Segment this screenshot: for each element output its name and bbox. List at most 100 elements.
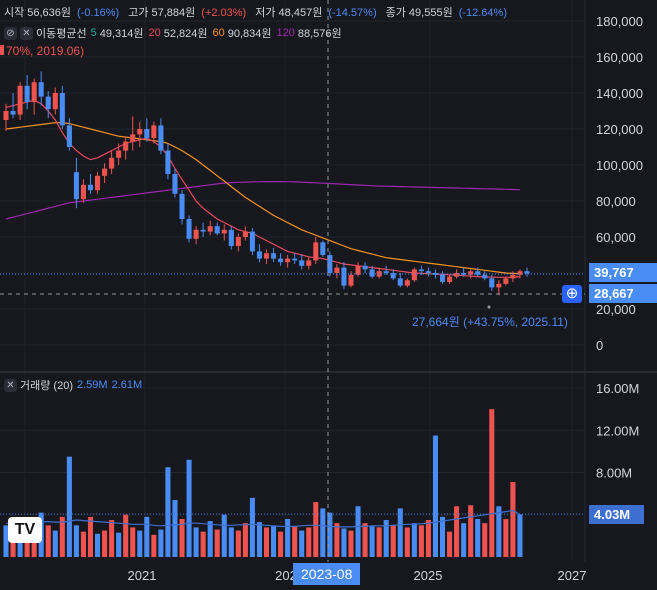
close-value: 49,555원 xyxy=(408,7,453,19)
price-axis-label: 140,000 xyxy=(596,86,643,101)
candle-body xyxy=(313,242,319,261)
add-alert-button[interactable]: ⊕ xyxy=(562,285,582,303)
volume-bar xyxy=(404,527,410,557)
candle-body xyxy=(482,274,488,279)
low-value: 48,457원 xyxy=(278,7,323,19)
volume-bar xyxy=(165,467,171,557)
volume-bar xyxy=(348,530,354,557)
candle-body xyxy=(31,82,37,102)
low-marker xyxy=(487,305,491,309)
candle-body xyxy=(38,82,44,97)
candle-body xyxy=(369,269,375,277)
volume-bar xyxy=(102,530,108,557)
volume-bar xyxy=(292,526,298,557)
volume-bar xyxy=(425,520,431,557)
volume-bar xyxy=(263,527,270,557)
volume-bar xyxy=(482,523,488,557)
candle-body xyxy=(256,251,262,259)
candle-body xyxy=(3,111,9,120)
visibility-toggle-icon[interactable]: ⊘ xyxy=(4,26,17,40)
candle-body xyxy=(320,242,326,255)
candle-body xyxy=(66,125,72,147)
moving-average-legend: ⊘ ✕ 이동평균선 5 49,314원 20 52,824원 60 90,834원 1… xyxy=(4,25,342,41)
candle-body xyxy=(116,150,122,158)
close-change: (-12.64%) xyxy=(458,7,507,19)
candle-body xyxy=(144,129,150,138)
low-change: (-14.57%) xyxy=(328,7,377,19)
candle-body xyxy=(489,278,495,288)
time-axis-label: 2027 xyxy=(558,568,587,583)
volume-bar xyxy=(116,532,122,557)
candle-body xyxy=(348,274,354,286)
candle-body xyxy=(214,226,220,234)
volume-bar xyxy=(151,534,157,557)
volume-bar xyxy=(383,520,389,557)
volume-bar xyxy=(278,531,284,557)
candle-body xyxy=(271,253,277,259)
volume-bar xyxy=(313,502,319,557)
volume-bar xyxy=(411,523,417,557)
candle-body xyxy=(278,258,284,263)
candle-body xyxy=(10,111,16,115)
volume-bar xyxy=(461,523,467,557)
candle-body xyxy=(137,129,143,135)
open-label: 시작 xyxy=(4,7,25,19)
candle-body xyxy=(341,267,347,286)
candle-body xyxy=(151,125,157,138)
volume-bar xyxy=(376,527,382,557)
candle-body xyxy=(228,229,234,246)
volume-bar xyxy=(109,520,115,557)
time-axis-label: 2021 xyxy=(128,568,157,583)
high-change: (+2.03%) xyxy=(201,7,247,19)
candle-body xyxy=(249,231,255,252)
volume-bar xyxy=(179,518,185,557)
ma120-value: 88,576원 xyxy=(297,28,342,40)
candle-body xyxy=(73,172,79,200)
price-axis-label: 160,000 xyxy=(596,50,643,65)
truncated-annotation: 70%, 2019.06) xyxy=(0,44,84,58)
volume-bar xyxy=(334,523,340,557)
ma60-period: 60 xyxy=(212,27,225,39)
volume-value-2: 2.61M xyxy=(111,379,143,391)
volume-bar xyxy=(235,530,241,557)
candle-body xyxy=(193,229,199,239)
candle-body xyxy=(439,274,446,282)
candle-body xyxy=(334,267,340,273)
volume-bar xyxy=(439,516,446,557)
watermark-logo: TV xyxy=(8,517,42,543)
volume-axis-label: 12.00M xyxy=(596,423,639,438)
candle-body xyxy=(17,85,23,115)
candle-body xyxy=(94,175,101,191)
candle-body xyxy=(306,260,312,266)
candle-body xyxy=(207,226,213,232)
volume-bar xyxy=(432,435,439,557)
close-icon[interactable]: ✕ xyxy=(20,26,33,40)
candle-body xyxy=(362,265,368,270)
volume-bar xyxy=(31,529,37,557)
volume-bar xyxy=(369,526,375,557)
price-axis-label: 20,000 xyxy=(596,302,636,317)
price-axis-label: 100,000 xyxy=(596,158,643,173)
candle-body xyxy=(200,229,206,232)
volume-bar xyxy=(137,530,143,557)
crosshair-date-tag: 2023-08 xyxy=(293,563,361,585)
volume-bar xyxy=(207,521,213,557)
volume-tag: 4.03M xyxy=(589,505,644,524)
volume-ma-line xyxy=(6,509,521,528)
volume-bar xyxy=(454,506,460,557)
ma5-period: 5 xyxy=(90,27,97,39)
volume-bar xyxy=(221,514,227,557)
volume-bar xyxy=(52,530,58,557)
volume-bar xyxy=(66,456,72,557)
low-annotation: 27,664원 (+43.75%, 2025.11) xyxy=(412,315,568,329)
ma120-period: 120 xyxy=(276,27,295,39)
volume-bar xyxy=(94,533,101,557)
close-icon[interactable]: ✕ xyxy=(4,378,17,392)
volume-value-1: 2.59M xyxy=(76,379,108,391)
volume-bar xyxy=(80,531,86,557)
volume-bar xyxy=(475,518,481,557)
candle-body xyxy=(496,283,502,288)
volume-bar xyxy=(327,512,333,557)
volume-bar xyxy=(200,531,206,557)
